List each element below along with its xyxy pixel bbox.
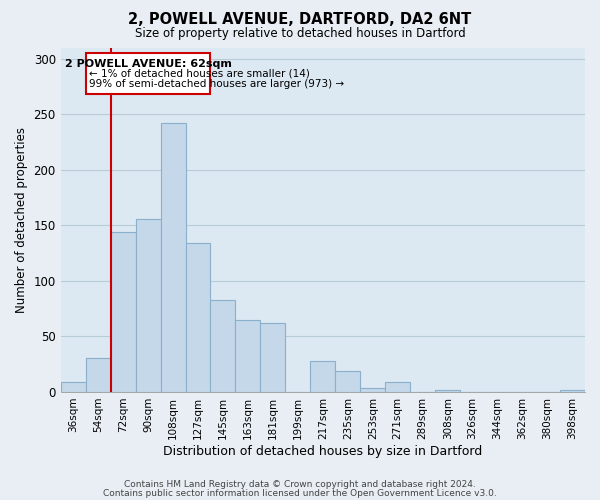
Bar <box>235 320 260 392</box>
Bar <box>136 218 161 392</box>
X-axis label: Distribution of detached houses by size in Dartford: Distribution of detached houses by size … <box>163 444 482 458</box>
Text: Contains HM Land Registry data © Crown copyright and database right 2024.: Contains HM Land Registry data © Crown c… <box>124 480 476 489</box>
Text: 99% of semi-detached houses are larger (973) →: 99% of semi-detached houses are larger (… <box>89 78 344 88</box>
Text: Size of property relative to detached houses in Dartford: Size of property relative to detached ho… <box>134 28 466 40</box>
Bar <box>310 361 335 392</box>
Text: 2 POWELL AVENUE: 62sqm: 2 POWELL AVENUE: 62sqm <box>65 58 232 68</box>
Bar <box>385 382 410 392</box>
Bar <box>61 382 86 392</box>
Text: Contains public sector information licensed under the Open Government Licence v3: Contains public sector information licen… <box>103 488 497 498</box>
Bar <box>86 358 110 392</box>
Bar <box>260 323 286 392</box>
Bar <box>185 243 211 392</box>
Bar <box>360 388 385 392</box>
Bar <box>435 390 460 392</box>
Bar <box>560 390 585 392</box>
Bar <box>335 371 360 392</box>
Bar <box>161 123 185 392</box>
Bar <box>86 53 211 94</box>
Bar <box>211 300 235 392</box>
Bar <box>110 232 136 392</box>
Text: 2, POWELL AVENUE, DARTFORD, DA2 6NT: 2, POWELL AVENUE, DARTFORD, DA2 6NT <box>128 12 472 28</box>
Y-axis label: Number of detached properties: Number of detached properties <box>15 126 28 312</box>
Text: ← 1% of detached houses are smaller (14): ← 1% of detached houses are smaller (14) <box>89 68 310 78</box>
